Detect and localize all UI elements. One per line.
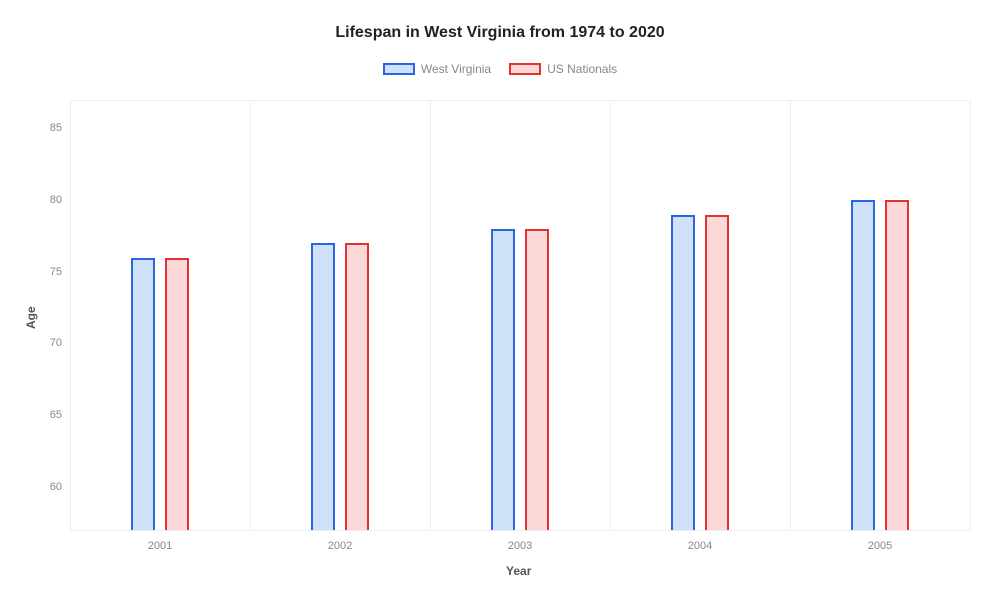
y-axis-label: Age	[24, 306, 38, 329]
legend-label-1: US Nationals	[547, 62, 617, 76]
plot-area	[70, 100, 970, 530]
vertical-gridline	[970, 100, 971, 530]
legend-item-0: West Virginia	[383, 62, 491, 76]
xtick-label: 2001	[145, 540, 175, 552]
bar	[491, 229, 515, 530]
legend-swatch-1	[509, 63, 541, 75]
bar	[345, 243, 369, 530]
bar	[311, 243, 335, 530]
bar	[525, 229, 549, 530]
vertical-gridline	[610, 100, 611, 530]
legend-swatch-0	[383, 63, 415, 75]
xtick-label: 2004	[685, 540, 715, 552]
ytick-label: 60	[50, 481, 62, 493]
vertical-gridline	[70, 100, 71, 530]
bar	[851, 200, 875, 530]
vertical-gridline	[790, 100, 791, 530]
bar	[131, 258, 155, 530]
bar	[705, 215, 729, 530]
ytick-label: 80	[50, 194, 62, 206]
legend-label-0: West Virginia	[421, 62, 491, 76]
ytick-label: 70	[50, 337, 62, 349]
chart-title: Lifespan in West Virginia from 1974 to 2…	[0, 24, 1000, 42]
legend-item-1: US Nationals	[509, 62, 617, 76]
ytick-label: 65	[50, 409, 62, 421]
vertical-gridline	[430, 100, 431, 530]
x-axis-label: Year	[506, 564, 531, 578]
ytick-label: 75	[50, 266, 62, 278]
bar	[165, 258, 189, 530]
bar	[671, 215, 695, 530]
xtick-label: 2002	[325, 540, 355, 552]
vertical-gridline	[250, 100, 251, 530]
bar	[885, 200, 909, 530]
xtick-label: 2005	[865, 540, 895, 552]
ytick-label: 85	[50, 122, 62, 134]
legend: West Virginia US Nationals	[0, 62, 1000, 76]
xtick-label: 2003	[505, 540, 535, 552]
chart-container: Lifespan in West Virginia from 1974 to 2…	[0, 0, 1000, 600]
